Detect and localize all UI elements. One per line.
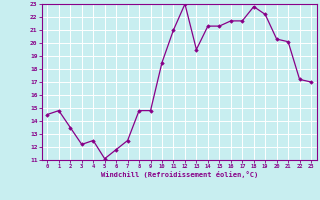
X-axis label: Windchill (Refroidissement éolien,°C): Windchill (Refroidissement éolien,°C) [100,171,258,178]
